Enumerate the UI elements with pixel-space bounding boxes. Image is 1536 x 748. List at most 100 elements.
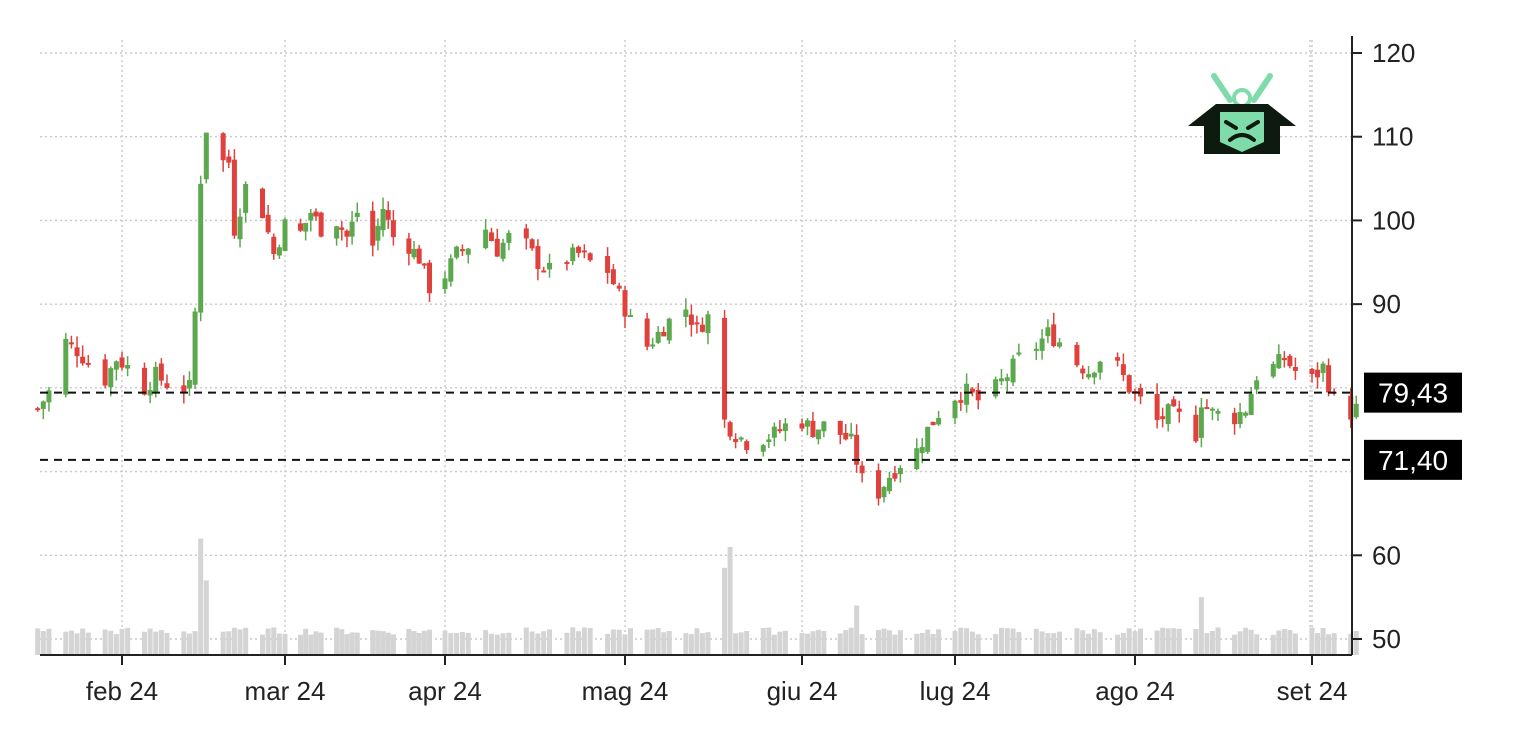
volume-bar [1348, 633, 1354, 655]
candle-body [1215, 410, 1221, 414]
volume-bar [483, 630, 489, 655]
volume-bar [897, 630, 903, 655]
candle-body [605, 256, 611, 273]
candle-body [40, 401, 46, 409]
candle-body [782, 423, 788, 432]
candle-body [153, 366, 159, 392]
volume-bar [848, 627, 854, 655]
volume-bar [1097, 632, 1103, 655]
candle-body [344, 230, 350, 237]
candle-body [125, 365, 131, 369]
candle-body [380, 208, 386, 231]
candle-body [483, 229, 489, 249]
candle-body [760, 445, 766, 452]
volume-bar [661, 632, 667, 655]
candle-body [1232, 412, 1238, 425]
volume-bar [1039, 631, 1045, 655]
volume-bar [975, 634, 981, 655]
volume-bar [936, 629, 942, 655]
candle-body [541, 270, 547, 273]
volume-bar [771, 634, 777, 655]
price-badge-label: 79,43 [1378, 378, 1448, 409]
candle-body [303, 222, 309, 232]
volume-bar [587, 627, 593, 655]
volume-bar [1232, 634, 1238, 655]
candle-body [1243, 412, 1249, 416]
volume-bar [153, 631, 159, 655]
volume-bar [370, 630, 376, 655]
volume-bar [231, 627, 237, 655]
candle-body [1120, 364, 1126, 375]
candle-body [181, 385, 187, 393]
candle-body [465, 248, 471, 255]
candle-body [952, 400, 958, 419]
volume-bar [1154, 630, 1160, 655]
volume-bar [782, 630, 788, 655]
candle-body [848, 433, 854, 437]
volume-bar [523, 627, 529, 655]
candle-body [699, 324, 705, 332]
volume-bar [74, 633, 80, 655]
x-tick-label: ago 24 [1095, 676, 1175, 706]
volume-bar [1091, 629, 1097, 655]
volume-bar [570, 627, 576, 655]
volume-bar [68, 630, 74, 655]
volume-bar [448, 633, 454, 655]
candle-body [1160, 416, 1166, 420]
candle-body [936, 418, 942, 425]
volume-bar [810, 631, 816, 655]
volume-bar [958, 627, 964, 655]
y-tick-label: 60 [1372, 540, 1401, 570]
volume-bar [1315, 633, 1321, 655]
volume-bar [744, 630, 750, 655]
y-tick-label: 90 [1372, 289, 1401, 319]
candle-body [821, 421, 827, 432]
volume-bar [113, 634, 119, 655]
candle-body [506, 232, 512, 243]
volume-bar [411, 631, 417, 655]
volume-bar [385, 632, 391, 655]
candle-body [1126, 375, 1132, 393]
volume-bar [1010, 628, 1016, 655]
candle-body [1154, 393, 1160, 420]
candle-body [925, 426, 931, 452]
candle-body [650, 344, 656, 347]
volume-bar [421, 630, 427, 655]
candle-body [1292, 367, 1298, 371]
candle-body [892, 473, 898, 479]
volume-bar [914, 633, 920, 655]
volume-bar [276, 633, 282, 655]
volume-bar [683, 633, 689, 655]
volume-bar [650, 629, 656, 655]
candle-body [68, 342, 74, 345]
candle-body [1348, 395, 1354, 420]
volume-bar [147, 628, 153, 655]
price-lines: 79,43 71,40 [40, 372, 1462, 480]
candle-body [1074, 344, 1080, 366]
candle-body [616, 285, 622, 289]
candle-body [964, 383, 970, 405]
candle-body [454, 246, 460, 258]
candle-body [459, 249, 465, 252]
volume-bar [821, 630, 827, 655]
candle-body [421, 263, 427, 266]
candle-body [1091, 372, 1097, 378]
volume-bar [766, 627, 772, 655]
volume-bar [203, 580, 209, 655]
volume-bar [1086, 633, 1092, 655]
volume-bar [198, 538, 204, 655]
volume-bar [1004, 628, 1010, 655]
candle-body [1209, 408, 1215, 411]
candle-body [203, 132, 209, 180]
candle-body [727, 422, 733, 437]
volume-bar [576, 631, 582, 655]
candle-body [237, 216, 243, 240]
candle-body [354, 212, 360, 217]
volume-bar [854, 605, 860, 655]
volume-bar [843, 629, 849, 655]
candle-body [370, 210, 376, 246]
volume-bar [192, 631, 198, 655]
volume-bar [892, 634, 898, 655]
volume-bar [733, 633, 739, 655]
